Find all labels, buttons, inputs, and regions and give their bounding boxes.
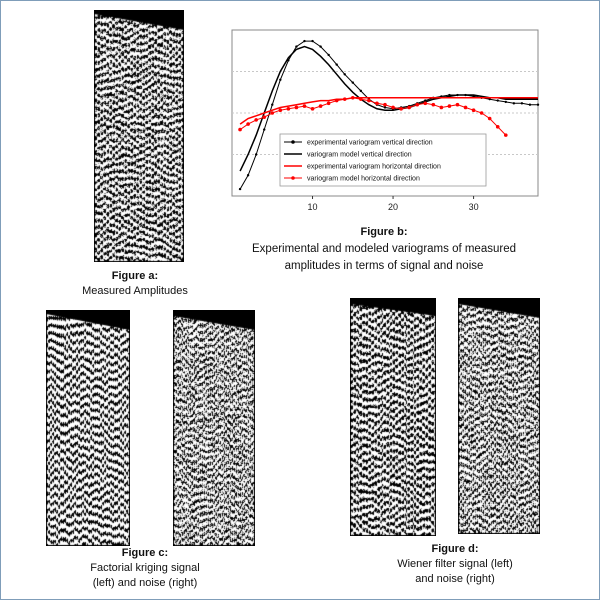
data-point <box>415 102 420 107</box>
data-point <box>254 153 258 156</box>
figure-d-caption-line2: and noise (right) <box>415 573 495 585</box>
variogram-chart-svg: 10 20 30 experimental variogram vertical di… <box>231 29 540 212</box>
series-line-2 <box>239 97 538 125</box>
figure-d-caption-line1: Wiener filter signal (left) <box>397 558 513 570</box>
x-tick-label: 20 <box>388 202 398 212</box>
figure-a-caption-body: Measured Amplitudes <box>82 285 188 297</box>
data-point <box>407 105 411 110</box>
data-point <box>496 99 499 102</box>
series-line-3 <box>239 97 507 136</box>
data-point <box>399 107 403 111</box>
figure-d-caption: Figure d: Wiener filter signal (left) an… <box>370 542 540 587</box>
legend-label: variogram model horizontal direction <box>307 176 420 183</box>
data-point <box>479 111 484 115</box>
data-point <box>350 95 355 100</box>
data-point <box>238 187 242 191</box>
data-point <box>279 78 282 81</box>
data-point <box>528 103 532 106</box>
figure-d-noise-section <box>458 298 540 534</box>
data-point <box>302 104 307 108</box>
data-point <box>327 53 330 57</box>
data-point <box>270 111 275 115</box>
data-point <box>303 39 306 43</box>
data-point <box>520 102 524 105</box>
data-point <box>310 107 315 111</box>
figure-c-caption-line2: (left) and noise (right) <box>92 577 198 589</box>
data-point <box>262 115 267 119</box>
data-point <box>536 103 540 106</box>
figure-d-signal-section <box>350 298 436 536</box>
figure-d-caption-head: Figure d: <box>431 543 479 555</box>
figure-c-caption: Figure c: Factorial kriging signal (left… <box>60 546 230 591</box>
figure-b-caption-line1: Experimental and modeled variograms of m… <box>252 243 516 255</box>
legend-marker <box>291 176 295 180</box>
figure-c-caption-line1: Factorial kriging signal <box>90 562 200 574</box>
data-point <box>278 108 283 113</box>
data-point <box>343 73 346 76</box>
figure-b-caption-head: Figure b: <box>360 226 408 238</box>
data-point <box>367 98 371 103</box>
data-point <box>311 39 314 43</box>
data-point <box>351 81 354 84</box>
data-point <box>423 101 428 106</box>
data-point <box>447 104 452 108</box>
data-point <box>391 105 395 110</box>
figure-c-noise-section <box>173 310 255 546</box>
data-point <box>359 97 363 101</box>
data-point <box>359 89 363 93</box>
data-point <box>488 97 491 101</box>
series-line-0 <box>239 40 538 190</box>
data-point <box>263 128 266 131</box>
data-point <box>254 118 258 122</box>
data-point <box>335 63 338 66</box>
data-point <box>271 103 274 106</box>
data-point <box>238 127 242 132</box>
data-point <box>512 102 516 105</box>
x-tick-label: 10 <box>308 202 318 212</box>
figure-a-caption: Figure a: Measured Amplitudes <box>60 269 210 299</box>
x-tick-label: 30 <box>469 202 479 212</box>
data-point <box>431 102 436 107</box>
data-point <box>326 101 331 106</box>
data-point <box>246 122 250 126</box>
data-point <box>455 102 460 107</box>
data-point <box>463 105 468 110</box>
data-point <box>471 108 476 113</box>
data-point <box>295 45 298 48</box>
data-point <box>318 104 323 108</box>
figure-c-signal-section <box>46 310 130 546</box>
data-point <box>504 100 507 104</box>
data-point <box>342 97 347 101</box>
figure-a-caption-head: Figure a: <box>111 270 159 282</box>
data-point <box>439 105 444 110</box>
legend-label: experimental variogram vertical directio… <box>307 140 433 147</box>
data-point <box>375 101 379 106</box>
figure-b-variogram-chart: 10 20 30 experimental variogram vertical di… <box>228 26 540 218</box>
data-point <box>294 105 299 110</box>
data-point <box>383 106 387 109</box>
data-point <box>495 125 500 129</box>
data-point <box>319 45 322 48</box>
figure-a-seismic-section <box>94 10 184 262</box>
figure-c-caption-head: Figure c: <box>121 547 169 559</box>
legend-marker <box>291 140 295 144</box>
data-point <box>383 102 387 107</box>
data-point <box>503 133 508 137</box>
legend-box <box>279 133 487 187</box>
figure-b-caption-line2: amplitudes in terms of signal and noise <box>284 260 484 272</box>
data-point <box>487 116 492 121</box>
legend-label: variogram model vertical direction <box>307 152 412 159</box>
data-point <box>246 174 250 177</box>
legend-label: experimental variogram horizontal direct… <box>307 164 441 171</box>
figure-b-caption: Figure b: Experimental and modeled vario… <box>228 224 540 275</box>
data-point <box>286 107 291 111</box>
data-point <box>334 98 339 103</box>
